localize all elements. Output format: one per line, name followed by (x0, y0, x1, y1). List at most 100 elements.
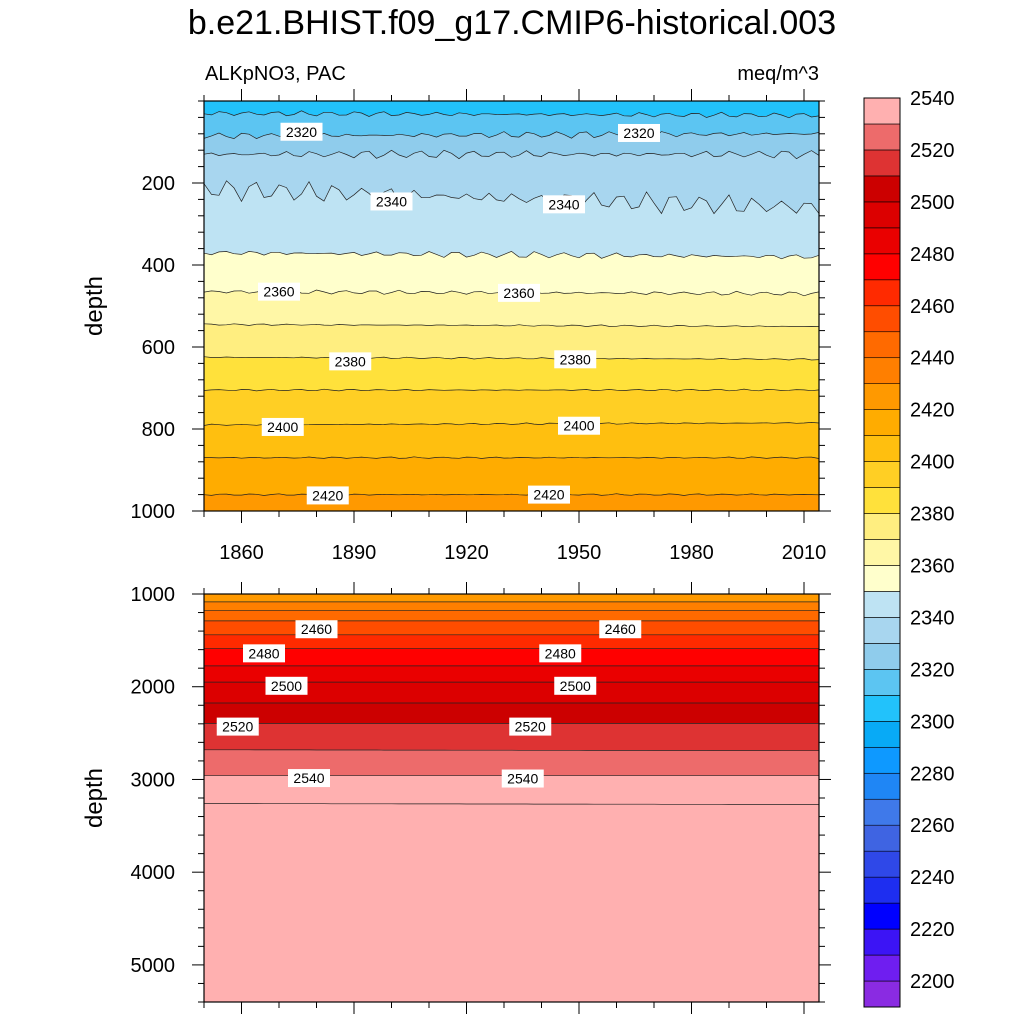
top-contour-line (204, 149, 819, 160)
colorbar-tick-label: 2380 (910, 504, 955, 526)
bottom-contour-label-text: 2500 (271, 678, 302, 694)
colorbar-swatch (863, 643, 901, 670)
bottom-contour-label: 2460 (599, 620, 642, 639)
bottom-contour-line (204, 803, 819, 805)
colorbar-tick-label: 2540 (910, 88, 955, 110)
colorbar-swatch (863, 513, 901, 540)
top-y-tick-label: 800 (142, 419, 175, 441)
colorbar-swatch (863, 954, 901, 982)
top-contour-label-text: 2400 (563, 418, 594, 434)
top-contour-label: 2420 (528, 485, 570, 504)
top-axis-ticks: 200 400 600 800 1000 1860 1890 1920 1950 1980 2010 (131, 89, 831, 564)
top-plot-frame (203, 100, 820, 512)
bottom-contour-fills (204, 594, 819, 1002)
colorbar-swatch (863, 591, 901, 618)
bottom-contour-label-text: 2520 (515, 719, 546, 735)
top-contour-label: 2400 (261, 417, 304, 436)
top-contour-label: 2320 (618, 123, 660, 142)
top-y-tick-label: 200 (142, 173, 175, 195)
colorbar-swatch (863, 617, 901, 644)
bottom-axis-ticks: 1000 2000 3000 4000 5000 (131, 582, 831, 1014)
bottom-contour-label-text: 2480 (545, 645, 576, 661)
top-y-tick-label: 400 (142, 255, 175, 277)
colorbar-tick-label: 2200 (910, 971, 955, 993)
bottom-contour-band (204, 610, 819, 622)
bottom-contour-label: 2460 (295, 620, 338, 639)
colorbar-swatch (863, 721, 901, 748)
colorbar-tick-label: 2280 (910, 763, 955, 785)
bottom-contour-band (204, 601, 819, 611)
colorbar-swatch (863, 123, 901, 151)
colorbar-tick-label: 2460 (910, 296, 955, 318)
top-contour-label-text: 2320 (286, 124, 317, 140)
x-tick-label: 1860 (219, 542, 264, 564)
variable-subtitle: ALKpNO3, PAC (205, 63, 346, 85)
bottom-y-tick-label: 1000 (131, 584, 176, 606)
colorbar-tick-label: 2240 (910, 867, 955, 889)
bottom-contour-label-text: 2480 (248, 645, 279, 661)
colorbar-swatch (863, 201, 901, 229)
top-contour-line (204, 388, 819, 392)
bottom-contour-label: 2500 (554, 676, 597, 695)
colorbar-swatch (863, 850, 901, 878)
colorbar-swatch (863, 149, 901, 177)
top-contour-fills (204, 101, 819, 511)
top-contour-line (204, 323, 819, 328)
bottom-contour-label-text: 2460 (605, 621, 636, 637)
colorbar-tick-label: 2340 (910, 607, 955, 629)
bottom-contour-label-text: 2520 (222, 719, 253, 735)
bottom-contour-band (204, 594, 819, 603)
colorbar-swatch (863, 97, 901, 125)
top-contour-label-text: 2360 (263, 284, 294, 300)
top-contour-label-text: 2340 (548, 196, 579, 212)
top-contour-band (204, 356, 819, 392)
top-contour-label-text: 2360 (503, 285, 534, 301)
top-contour-line (204, 422, 819, 426)
colorbar-swatch (863, 746, 901, 774)
x-tick-label: 1980 (669, 542, 714, 564)
colorbar-frame (863, 97, 901, 1008)
top-contour-line (204, 456, 819, 459)
colorbar-swatch (863, 565, 901, 592)
colorbar-swatch (863, 928, 901, 956)
top-contour-label: 2340 (543, 195, 585, 214)
colorbar-swatch (863, 279, 901, 307)
x-tick-label: 2010 (782, 542, 827, 564)
colorbar-tick-label: 2320 (910, 659, 955, 681)
colorbar-tick-label: 2300 (910, 711, 955, 733)
top-contour-label-text: 2420 (533, 487, 564, 503)
top-y-axis-label: depth (81, 276, 108, 336)
x-tick-label: 1950 (557, 542, 602, 564)
colorbar-tick-label: 2480 (910, 244, 955, 266)
x-tick-label: 1920 (444, 542, 489, 564)
colorbar-swatch (863, 539, 901, 566)
bottom-contour-band (204, 648, 819, 667)
chart-title: b.e21.BHIST.f09_g17.CMIP6-historical.003 (188, 4, 836, 42)
colorbar-swatch (863, 227, 901, 255)
top-contour-label-text: 2320 (623, 125, 654, 141)
top-contour-line (204, 493, 819, 496)
colorbar-swatch (863, 357, 901, 384)
top-contour-label: 2360 (498, 283, 540, 302)
bottom-contour-label-text: 2540 (293, 770, 324, 786)
top-contour-band (204, 493, 819, 511)
bottom-panel: 2460 2460 2480 2480 2500 2500 2520 2520 2540 2540… (81, 582, 831, 1014)
bottom-contour-label: 2480 (243, 644, 285, 663)
colorbar-swatch (863, 980, 901, 1008)
bottom-contour-label: 2480 (539, 644, 582, 663)
colorbar-swatch (863, 695, 901, 722)
bottom-contour-label: 2520 (216, 717, 259, 736)
top-contour-label: 2360 (258, 282, 300, 301)
colorbar-swatch (863, 669, 901, 696)
bottom-contour-labels: 2460 2460 2480 2480 2500 2500 2520 2520 2540 2540 (216, 620, 642, 788)
top-contour-label-text: 2420 (312, 487, 343, 503)
colorbar-tick-label: 2260 (910, 815, 955, 837)
colorbar-swatch (863, 487, 901, 514)
top-contour-labels: 2320 2320 2340 2340 2360 2360 2380 2380 2400 2400… (258, 122, 660, 505)
bottom-y-tick-label: 3000 (131, 769, 176, 791)
colorbar-swatch (863, 798, 901, 826)
top-contour-label: 2400 (558, 416, 600, 435)
top-contour-band (204, 456, 819, 496)
top-contour-label-text: 2380 (335, 353, 366, 369)
bottom-contour-label: 2540 (288, 769, 330, 788)
